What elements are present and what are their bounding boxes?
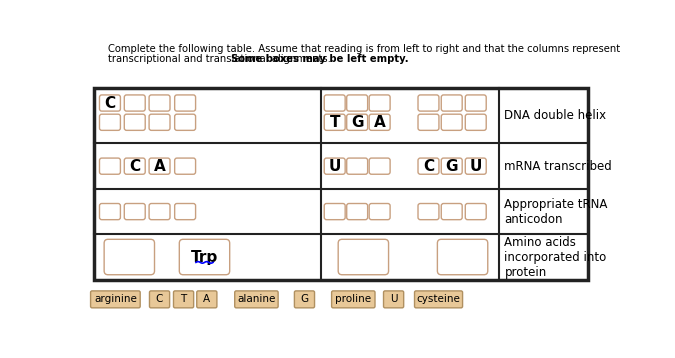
FancyBboxPatch shape <box>149 203 170 220</box>
FancyBboxPatch shape <box>124 158 145 174</box>
Text: T: T <box>329 115 340 130</box>
FancyBboxPatch shape <box>418 158 439 174</box>
FancyBboxPatch shape <box>324 114 345 130</box>
FancyBboxPatch shape <box>124 203 145 220</box>
Text: arginine: arginine <box>94 294 137 304</box>
FancyBboxPatch shape <box>124 95 145 111</box>
FancyBboxPatch shape <box>99 114 120 130</box>
FancyBboxPatch shape <box>441 95 462 111</box>
Text: Amino acids
incorporated into
protein: Amino acids incorporated into protein <box>504 236 607 279</box>
FancyBboxPatch shape <box>369 95 390 111</box>
FancyBboxPatch shape <box>338 239 389 275</box>
Text: C: C <box>105 96 115 111</box>
FancyBboxPatch shape <box>196 291 217 308</box>
FancyBboxPatch shape <box>149 158 170 174</box>
Text: A: A <box>154 159 165 174</box>
Text: C: C <box>129 159 140 174</box>
FancyBboxPatch shape <box>104 239 155 275</box>
FancyBboxPatch shape <box>465 203 486 220</box>
FancyBboxPatch shape <box>149 114 170 130</box>
Text: G: G <box>300 294 308 304</box>
Text: cysteine: cysteine <box>416 294 460 304</box>
Text: C: C <box>423 159 434 174</box>
FancyBboxPatch shape <box>465 114 486 130</box>
Text: G: G <box>351 115 363 130</box>
FancyBboxPatch shape <box>418 114 439 130</box>
Text: Appropriate tRNA
anticodon: Appropriate tRNA anticodon <box>504 198 608 226</box>
Text: C: C <box>156 294 163 304</box>
FancyBboxPatch shape <box>99 158 120 174</box>
FancyBboxPatch shape <box>175 95 196 111</box>
Text: G: G <box>446 159 458 174</box>
Text: U: U <box>329 159 341 174</box>
FancyBboxPatch shape <box>324 95 345 111</box>
FancyBboxPatch shape <box>418 203 439 220</box>
FancyBboxPatch shape <box>173 291 194 308</box>
FancyBboxPatch shape <box>437 239 488 275</box>
FancyBboxPatch shape <box>369 114 390 130</box>
Text: U: U <box>390 294 398 304</box>
FancyBboxPatch shape <box>149 291 169 308</box>
FancyBboxPatch shape <box>324 203 345 220</box>
FancyBboxPatch shape <box>99 203 120 220</box>
FancyBboxPatch shape <box>180 239 230 275</box>
Text: Complete the following table. Assume that reading is from left to right and that: Complete the following table. Assume tha… <box>107 44 620 54</box>
FancyBboxPatch shape <box>369 158 390 174</box>
Text: alanine: alanine <box>237 294 275 304</box>
Text: proline: proline <box>335 294 371 304</box>
FancyBboxPatch shape <box>149 95 170 111</box>
Text: transcriptional and translational alignments.: transcriptional and translational alignm… <box>107 54 333 64</box>
Bar <box>94 88 588 280</box>
Text: U: U <box>470 159 482 174</box>
FancyBboxPatch shape <box>175 114 196 130</box>
FancyBboxPatch shape <box>175 203 196 220</box>
FancyBboxPatch shape <box>99 95 120 111</box>
FancyBboxPatch shape <box>347 158 368 174</box>
FancyBboxPatch shape <box>465 95 486 111</box>
FancyBboxPatch shape <box>418 95 439 111</box>
FancyBboxPatch shape <box>175 158 196 174</box>
FancyBboxPatch shape <box>369 203 390 220</box>
FancyBboxPatch shape <box>465 158 486 174</box>
FancyBboxPatch shape <box>414 291 462 308</box>
FancyBboxPatch shape <box>294 291 315 308</box>
FancyBboxPatch shape <box>324 158 345 174</box>
FancyBboxPatch shape <box>331 291 375 308</box>
Text: A: A <box>374 115 385 130</box>
FancyBboxPatch shape <box>347 203 368 220</box>
Text: mRNA transcribed: mRNA transcribed <box>504 160 612 173</box>
Text: DNA double helix: DNA double helix <box>504 109 607 122</box>
FancyBboxPatch shape <box>347 95 368 111</box>
Text: T: T <box>180 294 187 304</box>
Text: Some boxes may be left empty.: Some boxes may be left empty. <box>231 54 408 64</box>
Text: A: A <box>203 294 211 304</box>
FancyBboxPatch shape <box>347 114 368 130</box>
FancyBboxPatch shape <box>441 158 462 174</box>
FancyBboxPatch shape <box>441 203 462 220</box>
FancyBboxPatch shape <box>90 291 140 308</box>
FancyBboxPatch shape <box>124 114 145 130</box>
Text: Trp: Trp <box>191 250 218 265</box>
FancyBboxPatch shape <box>383 291 404 308</box>
FancyBboxPatch shape <box>441 114 462 130</box>
FancyBboxPatch shape <box>235 291 278 308</box>
